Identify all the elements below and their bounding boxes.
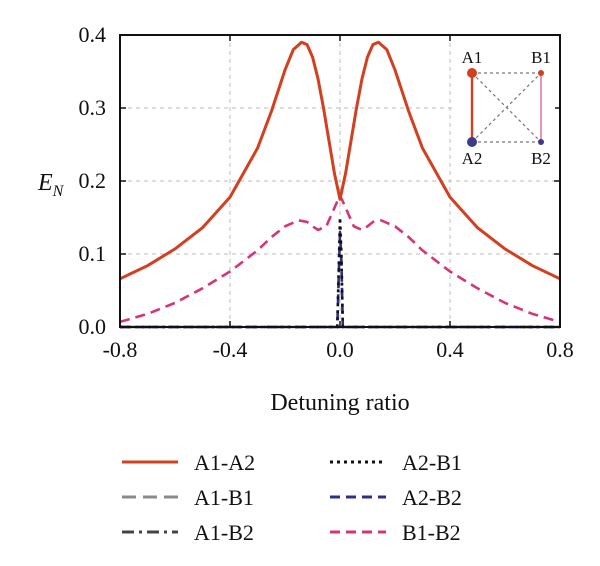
series-line-a1-a2 [119, 40, 561, 281]
inset-node-a1 [467, 68, 477, 78]
series-line-a2-b1 [120, 216, 560, 329]
ticks-layer: -0.8 -0.4 0.0 0.4 0.8 0.0 0.1 0.2 0.3 0.4 [79, 22, 574, 362]
inset-label-a2: A2 [462, 149, 483, 168]
x-tick-label: 0.0 [326, 337, 354, 362]
y-axis-title-sub: N [52, 183, 65, 200]
inset-diagram: A1 B1 A2 B2 [455, 48, 555, 168]
legend-label-a1-b2: A1-B2 [194, 520, 254, 545]
y-tick-label: 0.0 [79, 314, 107, 339]
legend-label-a1-a2: A1-A2 [194, 450, 255, 475]
y-tick-label: 0.4 [79, 22, 107, 47]
inset-node-b1 [538, 70, 544, 76]
y-axis-title-main: E [37, 170, 53, 196]
inset-node-b2 [538, 139, 544, 145]
y-tick-label: 0.3 [79, 95, 107, 120]
inset-label-a1: A1 [462, 48, 483, 67]
legend: A1-A2 A1-B1 A1-B2 A2-B1 A2-B2 B1-B2 [122, 450, 462, 545]
legend-label-a2-b2: A2-B2 [402, 485, 462, 510]
y-tick-label: 0.1 [79, 241, 107, 266]
inset-label-b1: B1 [531, 48, 551, 67]
legend-label-a2-b1: A2-B1 [402, 450, 462, 475]
x-tick-label: 0.8 [546, 337, 574, 362]
legend-label-b1-b2: B1-B2 [402, 520, 461, 545]
inset-node-a2 [467, 137, 477, 147]
y-tick-label: 0.2 [79, 168, 107, 193]
legend-label-a1-b1: A1-B1 [194, 485, 254, 510]
x-tick-label: -0.4 [213, 337, 248, 362]
inset-edge-a2-b1 [471, 72, 542, 143]
x-tick-label: -0.8 [103, 337, 138, 362]
series-line-a2-b2 [120, 230, 560, 329]
x-axis-title: Detuning ratio [270, 390, 409, 416]
y-axis-title: EN [37, 170, 65, 200]
inset-label-b2: B2 [531, 149, 551, 168]
x-tick-label: 0.4 [436, 337, 464, 362]
